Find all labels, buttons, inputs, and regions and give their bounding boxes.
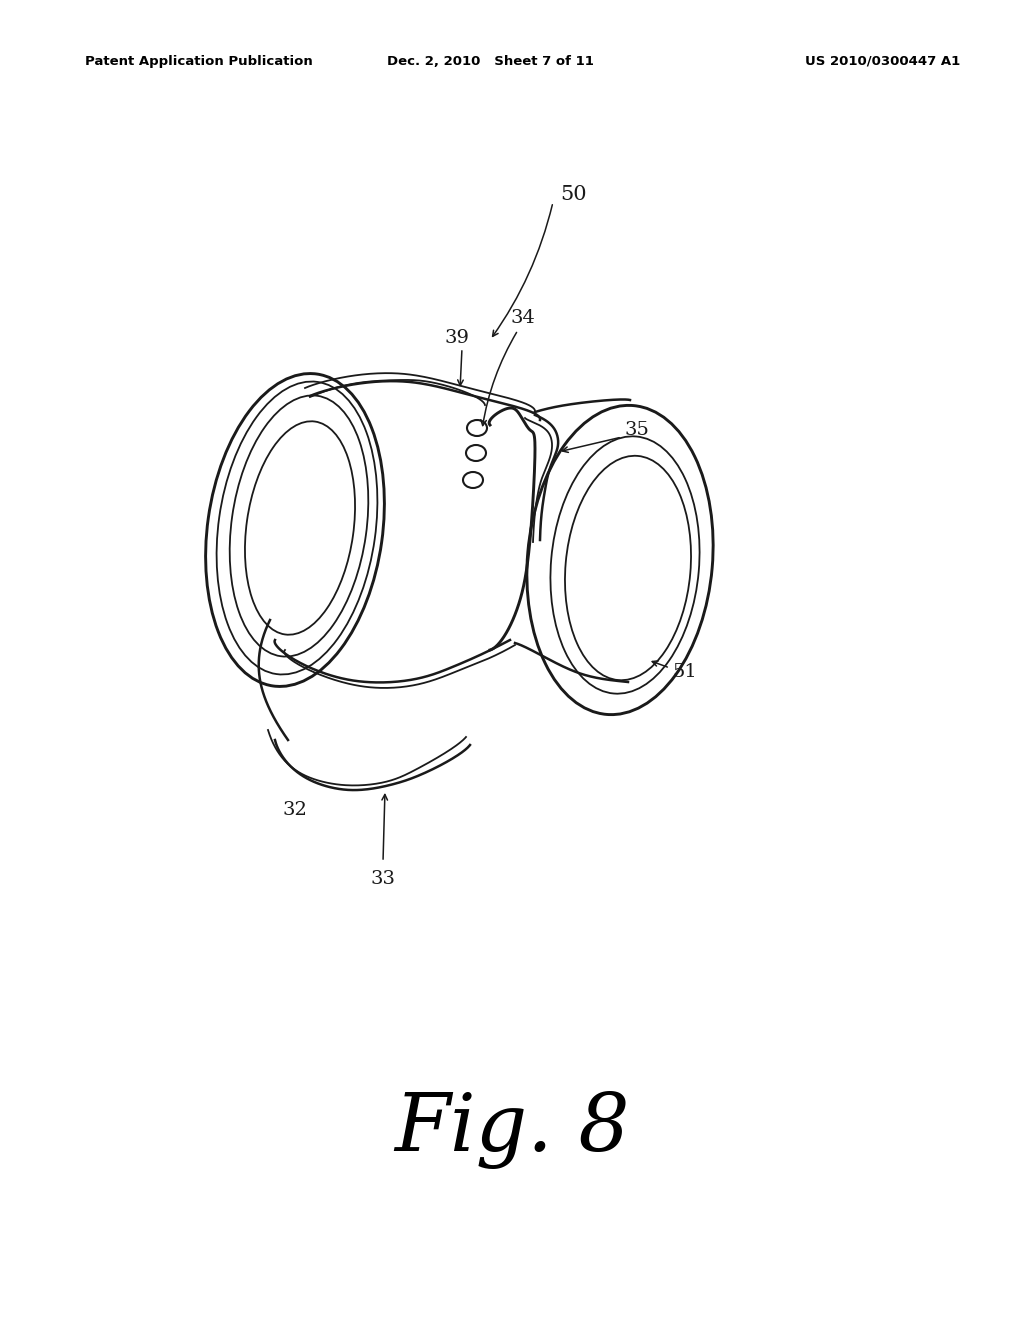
Text: 51: 51 — [672, 663, 696, 681]
Text: Fig. 8: Fig. 8 — [394, 1092, 630, 1170]
Text: 32: 32 — [283, 801, 307, 818]
Text: 50: 50 — [560, 186, 587, 205]
Text: Patent Application Publication: Patent Application Publication — [85, 55, 312, 69]
Text: US 2010/0300447 A1: US 2010/0300447 A1 — [805, 55, 961, 69]
Text: 39: 39 — [445, 329, 470, 347]
Text: 35: 35 — [625, 421, 650, 440]
Text: 34: 34 — [510, 309, 535, 327]
Text: 33: 33 — [371, 870, 395, 888]
Text: Dec. 2, 2010   Sheet 7 of 11: Dec. 2, 2010 Sheet 7 of 11 — [387, 55, 594, 69]
